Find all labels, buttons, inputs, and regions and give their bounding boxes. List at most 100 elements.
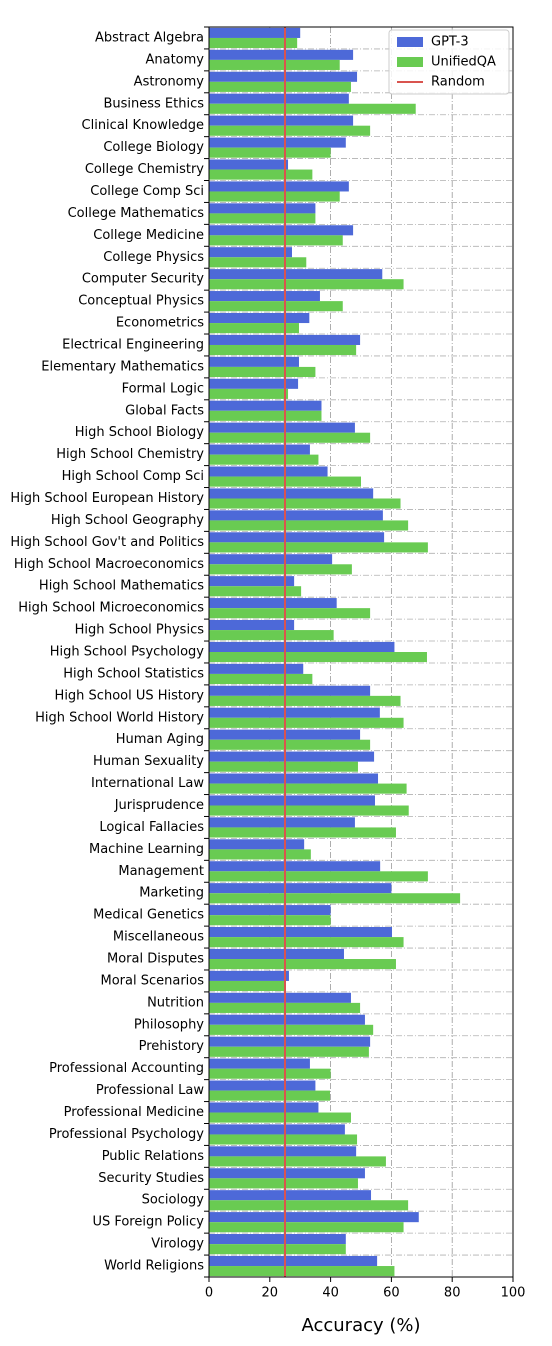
bar — [209, 992, 351, 1003]
bar — [209, 356, 299, 367]
x-tick-label: 40 — [322, 1286, 339, 1301]
bar — [209, 739, 371, 750]
legend-swatch — [397, 57, 423, 67]
bar — [209, 707, 380, 718]
bar — [209, 59, 340, 70]
x-axis-label: Accuracy (%) — [301, 1315, 420, 1336]
y-tick-label: Prehistory — [139, 1039, 205, 1054]
bar — [209, 663, 304, 674]
y-tick-label: Miscellaneous — [113, 930, 204, 945]
y-tick-label: Professional Law — [96, 1083, 204, 1098]
bar — [209, 751, 375, 762]
bar — [209, 893, 461, 904]
y-tick-label: World Religions — [104, 1259, 204, 1274]
bar — [209, 532, 385, 543]
bar — [209, 685, 371, 696]
y-tick-label: High School US History — [55, 688, 205, 703]
bar — [209, 37, 298, 49]
bar — [209, 169, 313, 180]
bar — [209, 454, 319, 465]
bar — [209, 1068, 331, 1079]
bar — [209, 849, 311, 860]
bar — [209, 1058, 310, 1069]
bar — [209, 1212, 419, 1223]
bar — [209, 1146, 357, 1157]
y-tick-label: Security Studies — [98, 1171, 204, 1186]
y-tick-label: High School Comp Sci — [62, 469, 204, 484]
bar — [209, 181, 349, 192]
bar — [209, 630, 334, 641]
bar — [209, 1102, 319, 1113]
bar — [209, 817, 355, 828]
bar — [209, 1234, 346, 1245]
y-tick-label: Computer Security — [82, 272, 204, 287]
bar — [209, 564, 352, 575]
bar — [209, 937, 404, 948]
bar — [209, 915, 331, 926]
bar — [209, 980, 285, 992]
legend-swatch — [397, 37, 423, 47]
x-tick-label: 60 — [383, 1286, 400, 1301]
bar — [209, 576, 295, 587]
bar — [209, 695, 401, 706]
y-tick-label: College Physics — [103, 250, 204, 265]
legend-label: GPT-3 — [431, 35, 469, 50]
y-tick-label: High School World History — [35, 710, 204, 725]
y-tick-label: Philosophy — [134, 1017, 204, 1032]
bar — [209, 235, 343, 246]
bar — [209, 147, 331, 158]
bar — [209, 652, 427, 663]
bar — [209, 1024, 374, 1035]
y-tick-label: Medical Genetics — [93, 908, 204, 923]
bar — [209, 378, 299, 389]
bar — [209, 225, 354, 236]
plot-frame — [208, 26, 514, 1278]
bar — [209, 948, 344, 960]
bar — [209, 1090, 330, 1101]
bar — [209, 805, 409, 816]
bar — [209, 861, 381, 872]
bar — [209, 27, 301, 38]
y-tick-label: High School Chemistry — [56, 447, 204, 462]
y-tick-label: Professional Accounting — [49, 1061, 204, 1076]
bar — [209, 554, 333, 565]
y-tick-label: Abstract Algebra — [95, 30, 204, 45]
bar — [209, 586, 302, 597]
bar — [209, 783, 407, 794]
bar — [209, 488, 374, 499]
bar — [209, 312, 310, 324]
bar — [209, 279, 404, 290]
bar — [209, 400, 322, 411]
bar — [209, 619, 295, 631]
bar — [209, 970, 289, 981]
y-tick-label: Jurisprudence — [114, 798, 204, 813]
bar — [209, 103, 416, 114]
y-tick-label: High School Statistics — [63, 666, 204, 681]
y-tick-label: High School Microeconomics — [18, 601, 204, 616]
bar — [209, 247, 292, 258]
bar — [209, 761, 358, 772]
bar — [209, 673, 313, 685]
y-tick-label: Professional Medicine — [64, 1105, 204, 1120]
y-tick-label: Nutrition — [147, 995, 204, 1010]
y-tick-label: High School European History — [10, 491, 204, 506]
bar — [209, 125, 371, 136]
y-tick-label: Marketing — [139, 886, 204, 901]
y-tick-label: Clinical Knowledge — [82, 118, 204, 133]
bar — [209, 598, 337, 609]
y-tick-label: College Biology — [103, 140, 204, 155]
bar — [209, 827, 396, 838]
bar — [209, 1222, 404, 1233]
bar — [209, 137, 346, 148]
bar — [209, 49, 354, 60]
bar — [209, 1112, 351, 1123]
y-tick-label: Conceptual Physics — [78, 294, 204, 309]
x-tick-label: 0 — [205, 1286, 213, 1301]
bar — [209, 159, 289, 170]
y-tick-label: Electrical Engineering — [62, 337, 204, 352]
y-tick-label: Business Ethics — [103, 96, 204, 111]
bar — [209, 1036, 371, 1047]
y-tick-label: Moral Disputes — [107, 952, 204, 967]
